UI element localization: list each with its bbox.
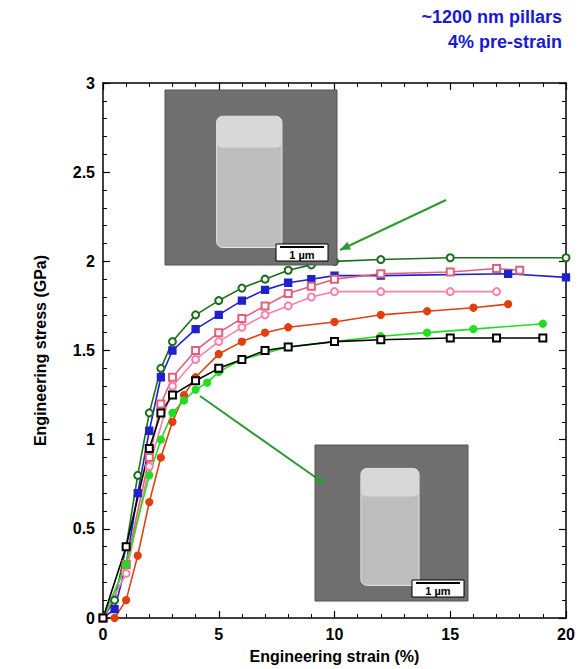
svg-text:4% pre-strain: 4% pre-strain (448, 32, 562, 52)
svg-text:5: 5 (214, 626, 223, 643)
svg-text:1: 1 (86, 431, 95, 448)
svg-text:Engineering strain (%): Engineering strain (%) (250, 648, 420, 665)
svg-text:0: 0 (86, 610, 95, 627)
svg-text:3: 3 (86, 75, 95, 92)
svg-text:0: 0 (99, 626, 108, 643)
svg-text:2: 2 (86, 253, 95, 270)
svg-text:~1200 nm pillars: ~1200 nm pillars (421, 7, 562, 27)
svg-text:1.5: 1.5 (73, 342, 95, 359)
svg-text:10: 10 (326, 626, 344, 643)
svg-text:1 µm: 1 µm (289, 249, 315, 261)
svg-text:2.5: 2.5 (73, 164, 95, 181)
svg-text:20: 20 (557, 626, 575, 643)
svg-text:0.5: 0.5 (73, 520, 95, 537)
svg-text:15: 15 (441, 626, 459, 643)
svg-text:1 µm: 1 µm (425, 585, 451, 597)
svg-text:Engineering stress (GPa): Engineering stress (GPa) (32, 255, 49, 446)
